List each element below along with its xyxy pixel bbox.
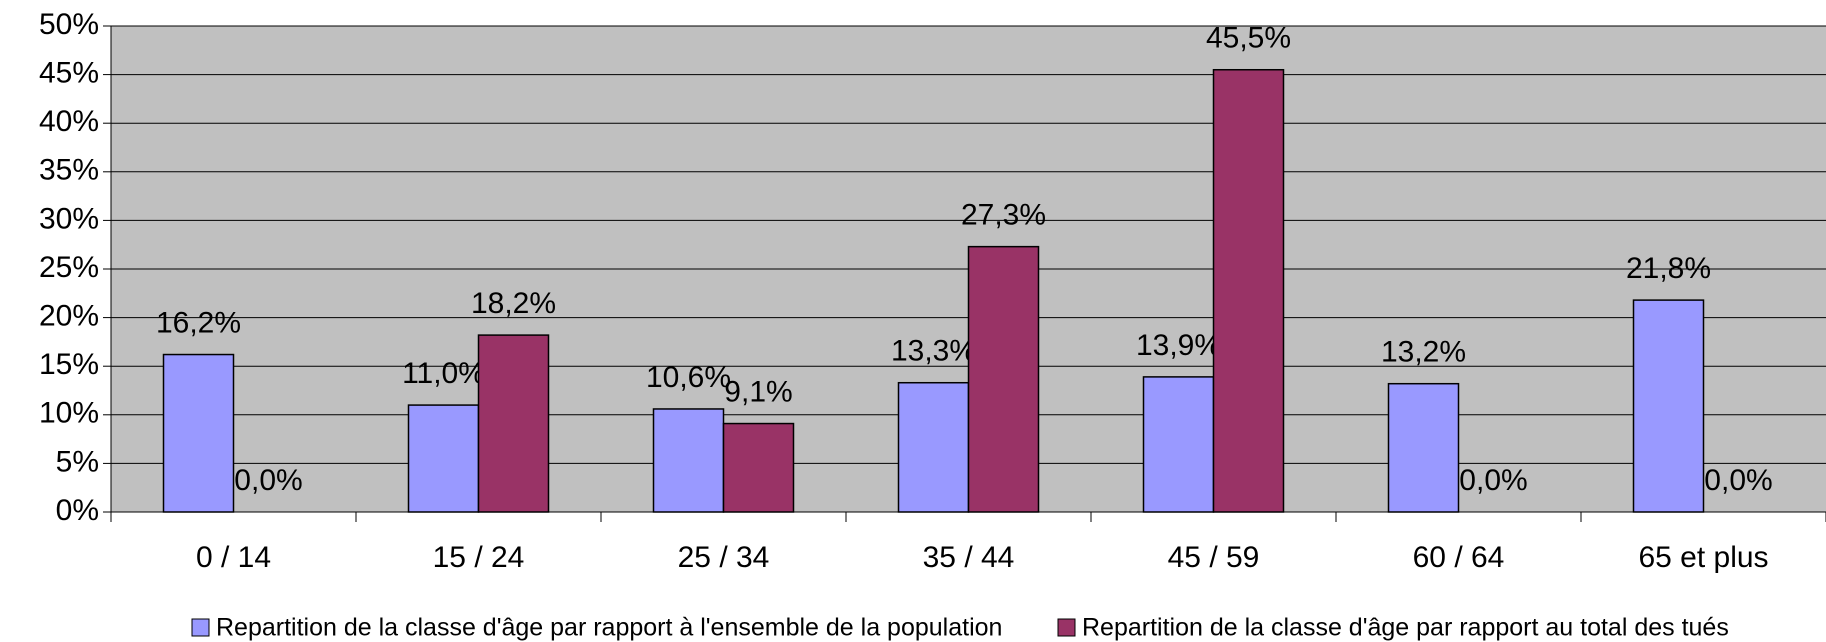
y-tick-label: 15% — [39, 348, 99, 381]
bar — [652, 408, 725, 513]
bar — [477, 334, 550, 513]
value-label: 0,0% — [1459, 464, 1527, 497]
value-label: 45,5% — [1206, 22, 1291, 55]
x-tick-label: 45 / 59 — [1168, 541, 1260, 574]
legend-swatch — [1057, 618, 1076, 637]
x-tick-label: 60 / 64 — [1413, 541, 1505, 574]
y-tick-label: 30% — [39, 202, 99, 235]
bar — [897, 381, 970, 513]
x-tick-label: 15 / 24 — [433, 541, 525, 574]
y-tick-label: 5% — [56, 445, 99, 478]
bar — [1632, 299, 1705, 513]
bar — [722, 422, 795, 513]
bar — [162, 353, 235, 513]
legend-swatch — [191, 618, 210, 637]
bar — [407, 404, 480, 513]
value-label: 21,8% — [1626, 252, 1711, 285]
bar — [967, 245, 1040, 513]
legend-label: Repartition de la classe d'âge par rappo… — [216, 614, 1002, 642]
value-label: 27,3% — [961, 199, 1046, 232]
value-label: 18,2% — [471, 287, 556, 320]
x-tick-label: 35 / 44 — [923, 541, 1015, 574]
value-label: 13,9% — [1136, 329, 1221, 362]
y-tick-label: 20% — [39, 300, 99, 333]
y-tick-label: 0% — [56, 494, 99, 527]
x-tick-label: 0 / 14 — [196, 541, 271, 574]
value-label: 0,0% — [234, 464, 302, 497]
bar — [1387, 382, 1460, 513]
bar — [1212, 68, 1285, 513]
y-tick-label: 40% — [39, 105, 99, 138]
value-label: 11,0% — [402, 357, 485, 390]
y-tick-label: 35% — [39, 154, 99, 187]
legend-label: Repartition de la classe d'âge par rappo… — [1082, 614, 1729, 642]
y-tick-label: 45% — [39, 57, 99, 90]
bar — [1142, 376, 1215, 513]
value-label: 16,2% — [156, 306, 241, 339]
y-tick-label: 50% — [39, 8, 99, 41]
value-label: 13,2% — [1381, 336, 1466, 369]
value-label: 10,6% — [646, 361, 731, 394]
value-label: 0,0% — [1704, 464, 1772, 497]
y-tick-label: 25% — [39, 251, 99, 284]
x-tick-label: 25 / 34 — [678, 541, 770, 574]
value-label: 9,1% — [724, 375, 792, 408]
x-tick-label: 65 et plus — [1638, 541, 1768, 574]
y-tick-label: 10% — [39, 397, 99, 430]
value-label: 13,3% — [891, 335, 976, 368]
